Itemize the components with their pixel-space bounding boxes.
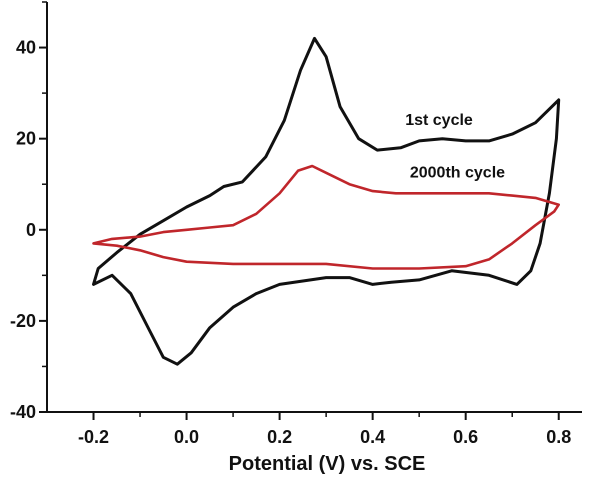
labels-layer: -0.2 0.0 0.2 0.4 0.6 0.8 -40 -20 0 20 40: [10, 38, 571, 447]
series-line-1st-cycle: [92, 36, 561, 366]
x-tick-label: -0.2: [78, 427, 109, 447]
y-tick-label: -40: [10, 402, 36, 422]
annotation-1st-cycle: 1st cycle: [405, 112, 473, 129]
x-tick-label: 0.4: [360, 427, 385, 447]
x-axis-title: Potential (V) vs. SCE: [229, 453, 426, 475]
x-tick-label: 0.0: [174, 427, 199, 447]
series-line-2000th-cycle: [92, 164, 560, 270]
plot-frame: [46, 2, 582, 413]
series-layer: [92, 36, 561, 366]
y-tick-label: 40: [16, 38, 36, 58]
annotation-2000th-cycle: 2000th cycle: [410, 164, 505, 181]
y-tick-label: 20: [16, 129, 36, 149]
x-tick-label: 0.6: [453, 427, 478, 447]
y-tick-label: 0: [26, 220, 36, 240]
ticks-layer: [39, 1, 560, 420]
x-tick-label: 0.8: [546, 427, 571, 447]
x-tick-label: 0.2: [267, 427, 292, 447]
y-tick-label: -20: [10, 311, 36, 331]
